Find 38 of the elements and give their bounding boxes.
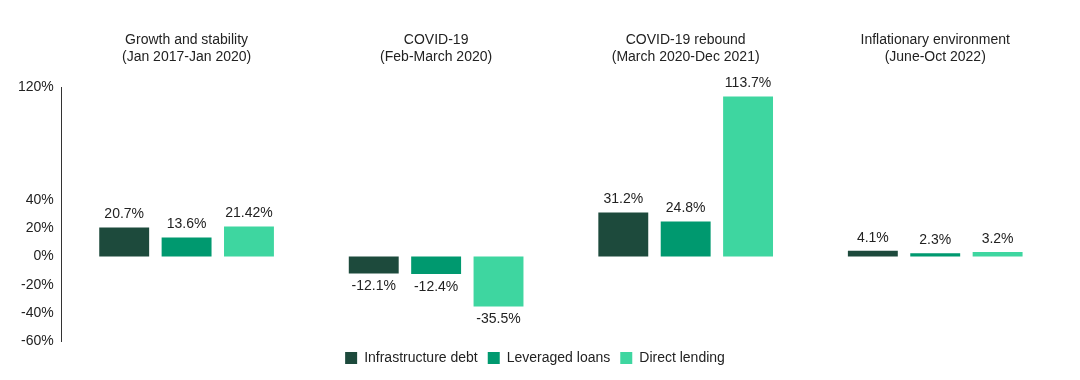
bar [473, 256, 524, 307]
legend-label: Leveraged loans [506, 348, 611, 365]
y-tick-label: 40% [25, 191, 54, 208]
x-tick-label: Growth and stability (Jan 2017-Jan 2020) [121, 31, 252, 65]
data-label: 24.8% [665, 199, 706, 216]
bar [161, 237, 212, 257]
bar [348, 256, 399, 274]
bar [660, 221, 711, 257]
data-label: -12.4% [413, 277, 459, 294]
data-label: -35.5% [476, 310, 521, 327]
y-tick-label: 120% [17, 78, 54, 95]
y-tick-label: -60% [21, 331, 54, 348]
data-label: 20.7% [104, 205, 145, 222]
data-label: 4.1% [856, 228, 889, 245]
data-label: 3.2% [981, 229, 1014, 246]
bar [99, 227, 150, 257]
data-label: 2.3% [919, 231, 952, 248]
bar [224, 226, 274, 257]
bar [598, 212, 649, 257]
x-tick-label: COVID-19 rebound (March 2020-Dec 2021) [611, 31, 760, 65]
y-tick-label: 0% [33, 247, 54, 264]
data-label: 13.6% [166, 215, 207, 232]
x-tick-label: COVID-19 (Feb-March 2020) [380, 31, 493, 65]
data-label: 21.42% [225, 204, 273, 221]
data-label: 113.7% [724, 74, 772, 91]
data-label: -12.1% [351, 277, 396, 294]
bar [723, 96, 774, 257]
data-label: 31.2% [603, 190, 644, 207]
x-tick-label: Inflationary environment (June-Oct 2022) [860, 31, 1011, 65]
bar [411, 256, 462, 274]
legend-label: Infrastructure debt [364, 348, 478, 365]
y-tick-label: -20% [21, 275, 54, 292]
legend-label: Direct lending [639, 348, 725, 365]
bar [972, 252, 1023, 257]
y-tick-label: -40% [21, 303, 54, 320]
bar [910, 253, 961, 257]
bar [847, 250, 898, 257]
y-tick-label: 20% [25, 219, 54, 236]
